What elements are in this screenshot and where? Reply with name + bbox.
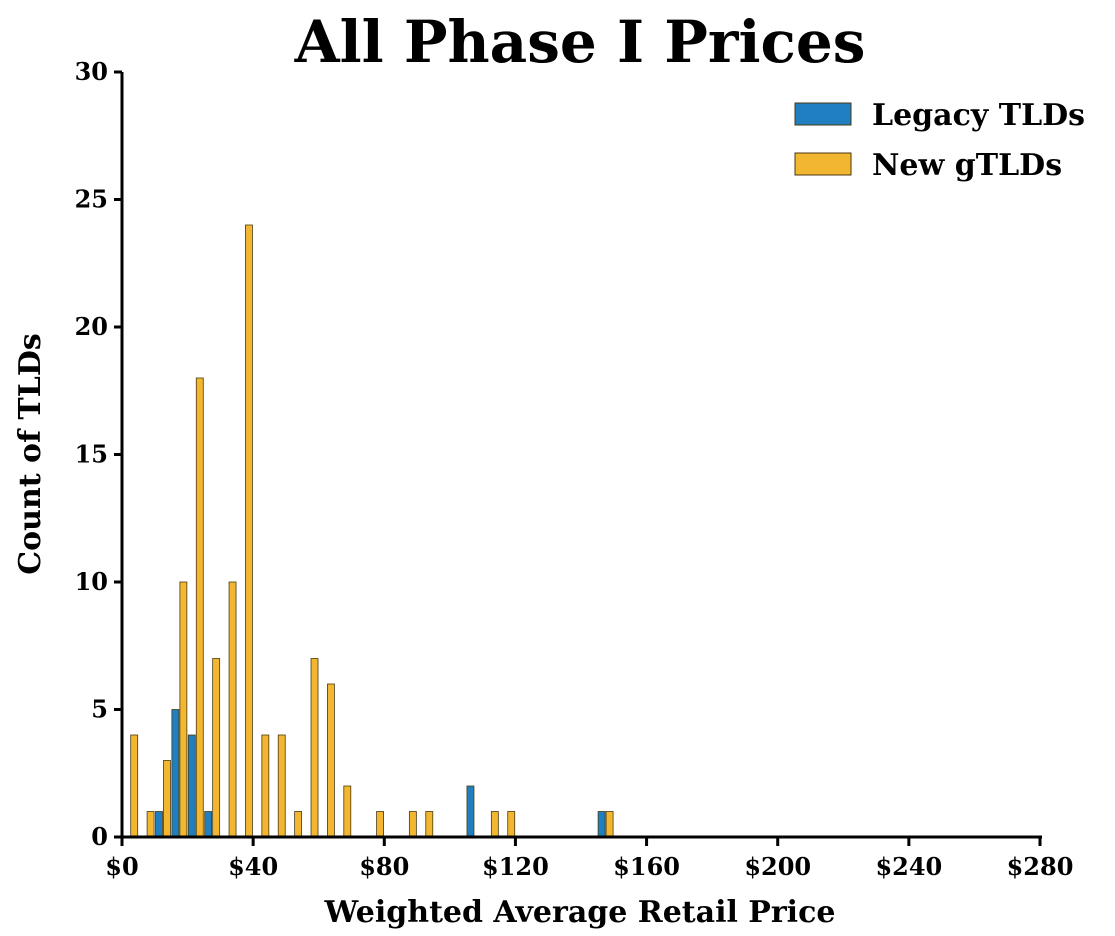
y-tick-label-5: 25 [75,185,108,214]
bar-new-gtld-0 [130,734,139,838]
x-tick-label-4: $160 [613,852,680,881]
x-tick-label-5: $200 [744,852,811,881]
chart-title: All Phase I Prices [294,8,866,76]
bar-new-gtld-18 [507,811,516,838]
y-tick-label-3: 15 [75,440,108,469]
bar-new-gtld-14 [376,811,384,838]
bar-legacy-0 [155,811,163,838]
bar-new-gtld-6 [228,581,237,838]
bar-legacy-5 [597,811,606,838]
bar-new-gtld-1 [146,811,155,838]
bar-new-gtld-4 [195,377,204,838]
y-tick-label-6: 30 [75,57,108,86]
bar-legacy-1 [171,709,180,838]
bar-new-gtld-5 [212,658,221,838]
legend-label-1: New gTLDs [872,148,1062,183]
bar-new-gtld-3 [179,581,188,838]
bar-legacy-4 [466,785,475,838]
bar-new-gtld-10 [294,811,303,838]
y-tick-label-0: 0 [91,822,108,851]
x-tick-label-2: $80 [359,852,409,881]
bar-new-gtld-2 [163,760,171,838]
x-tick-label-3: $120 [482,852,549,881]
bar-new-gtld-19 [605,811,614,838]
y-ticks: 0 5 10 15 20 25 30 [75,57,122,851]
legend-swatch-1 [794,152,852,176]
y-tick-label-2: 10 [75,567,108,596]
y-axis-label: Count of TLDs [13,333,48,575]
bar-new-gtld-13 [343,785,352,838]
x-tick-label-7: $280 [1007,852,1074,881]
x-axis-label: Weighted Average Retail Price [324,895,836,930]
x-tick-label-0: $0 [105,852,138,881]
y-tick-label-4: 20 [75,312,108,341]
bar-legacy-2 [187,734,196,838]
legend-label-0: Legacy TLDs [872,98,1085,133]
bar-new-gtld-7 [245,224,253,838]
bar-new-gtld-11 [310,658,319,838]
bar-legacy-3 [204,811,213,838]
bar-new-gtld-16 [425,811,434,838]
bar-new-gtld-9 [277,734,286,838]
bar-new-gtld-12 [327,683,335,838]
x-ticks: $0 $40 $80 $120 $160 $200 $240 $280 [105,837,1073,881]
bar-new-gtld-8 [261,734,270,838]
legend-swatch-0 [794,102,852,126]
y-tick-label-1: 5 [91,695,108,724]
legend: Legacy TLDs New gTLDs [794,98,1085,183]
bar-new-gtld-17 [490,811,499,838]
x-tick-label-1: $40 [228,852,278,881]
bars-layer [130,224,614,838]
bar-new-gtld-15 [408,811,417,838]
x-tick-label-6: $240 [875,852,942,881]
